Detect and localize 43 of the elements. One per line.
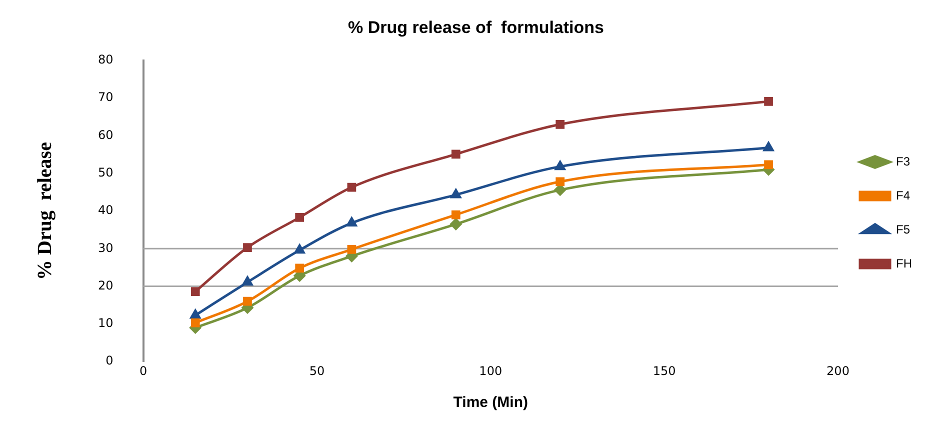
point [556,120,565,129]
legend-label: F5 [896,222,910,236]
y-tick-label: 40 [98,203,114,218]
point [295,264,304,273]
x-axis-title: Time (Min) [453,394,528,412]
point [295,212,304,222]
y-tick-label: 10 [98,316,114,330]
x-tick-label: 0 [139,364,148,378]
y-axis-title: % Drug release [34,142,56,280]
point [242,276,253,286]
point [243,243,252,252]
y-tick-label: 50 [98,165,114,180]
point [764,97,773,106]
point [190,310,201,319]
point [450,218,462,230]
point [243,296,252,306]
x-tick-label: 200 [826,364,850,378]
point [451,150,460,159]
y-tick-label: 30 [98,240,114,255]
point [347,182,356,192]
point [347,244,356,254]
y-tick-label: 20 [98,278,114,292]
x-tick-label: 150 [652,364,676,378]
point [451,210,460,220]
legend-label: F4 [896,188,910,202]
point [764,160,773,170]
point [556,177,565,186]
y-tick-label: 0 [106,354,114,368]
y-tick-label: 80 [98,52,114,67]
chart-title: % Drug release of formulations [348,18,604,37]
point [190,318,200,328]
point [763,142,774,152]
y-tick-label: 70 [98,90,114,104]
legend-label: FH [896,256,912,270]
point [450,189,462,198]
point [294,244,305,254]
point [346,217,357,227]
point [190,287,200,296]
y-tick-label: 60 [98,128,114,142]
x-tick-label: 50 [309,364,325,378]
legend-label: F3 [896,154,910,168]
x-tick-label: 100 [479,364,502,378]
point [554,160,566,170]
